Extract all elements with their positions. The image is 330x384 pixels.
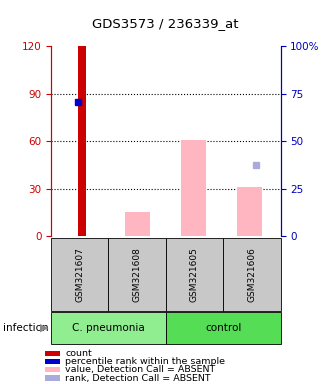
Text: GSM321605: GSM321605 — [190, 247, 199, 302]
Text: rank, Detection Call = ABSENT: rank, Detection Call = ABSENT — [65, 374, 211, 382]
Bar — [51, 312, 166, 344]
Bar — [51, 238, 109, 311]
Text: GDS3573 / 236339_at: GDS3573 / 236339_at — [92, 17, 238, 30]
Text: C. pneumonia: C. pneumonia — [72, 323, 145, 333]
Text: GSM321606: GSM321606 — [247, 247, 256, 302]
Bar — [166, 312, 280, 344]
Text: GSM321608: GSM321608 — [133, 247, 142, 302]
Text: percentile rank within the sample: percentile rank within the sample — [65, 357, 225, 366]
Bar — [166, 238, 223, 311]
Bar — [45, 359, 60, 364]
Text: infection: infection — [3, 323, 49, 333]
Text: ▶: ▶ — [40, 323, 49, 333]
Bar — [45, 351, 60, 356]
Bar — [181, 139, 206, 236]
Bar — [78, 46, 86, 236]
Bar — [223, 238, 280, 311]
Bar — [45, 367, 60, 372]
Text: control: control — [205, 323, 241, 333]
Bar — [109, 238, 166, 311]
Text: GSM321607: GSM321607 — [75, 247, 84, 302]
Text: count: count — [65, 349, 92, 358]
Bar — [237, 187, 262, 236]
Bar — [125, 212, 150, 236]
Text: value, Detection Call = ABSENT: value, Detection Call = ABSENT — [65, 365, 216, 374]
Bar — [45, 376, 60, 381]
